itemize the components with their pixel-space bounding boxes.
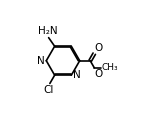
Text: N: N	[73, 70, 80, 80]
Text: N: N	[37, 56, 45, 66]
Text: H₂N: H₂N	[38, 26, 58, 36]
Text: O: O	[95, 68, 103, 78]
Text: O: O	[95, 43, 103, 53]
Text: Cl: Cl	[44, 85, 54, 95]
Text: CH₃: CH₃	[102, 63, 118, 72]
